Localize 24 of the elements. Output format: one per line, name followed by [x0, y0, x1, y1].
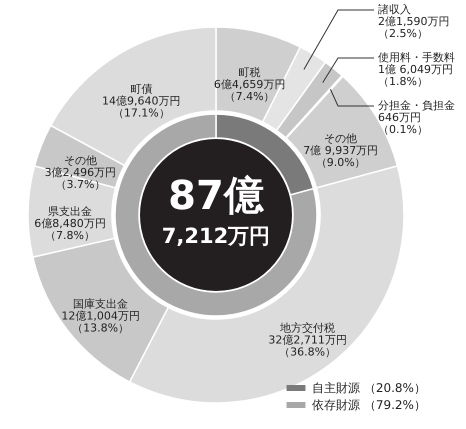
data-label: 6億4,659万円（7.4%）: [214, 78, 286, 103]
data-label: 3億2,496万円（3.7%）: [44, 166, 116, 191]
slice-label: 分担金・負担金: [378, 99, 455, 112]
data-label: 6億8,480万円（7.8%）: [34, 217, 106, 242]
slice-label: 町税: [238, 66, 261, 79]
slice-label: その他: [324, 132, 358, 146]
slice-label: 町債: [130, 82, 152, 96]
slice-label: その他: [64, 154, 97, 167]
legend-label: 依存財源 （79.2%）: [312, 398, 426, 412]
slice-label: 使用料・手数料: [378, 51, 455, 64]
data-label: 32億2,711万円（36.8%）: [268, 334, 347, 359]
slice-label: 県支出金: [48, 205, 92, 218]
data-label: 12億1,004万円（13.8%）: [61, 309, 140, 334]
text: 7,212万円: [162, 224, 270, 248]
data-label: 2億1,590万円（2.5%）: [378, 15, 450, 40]
data-label: 646万円（0.1%）: [378, 111, 428, 136]
legend-label: 自主財源 （20.8%）: [312, 381, 426, 395]
data-label: 1億 6,049万円（1.8%）: [378, 63, 453, 88]
text: 87億: [168, 173, 265, 219]
data-label: 14億9,640万円（17.1%）: [102, 94, 181, 120]
slice-label: 国庫支出金: [73, 297, 128, 310]
data-label: 7億 9,937万円（9.0%）: [303, 144, 378, 170]
slice-label: 諸収入: [378, 3, 411, 16]
slice-label: 地方交付税: [279, 322, 336, 335]
